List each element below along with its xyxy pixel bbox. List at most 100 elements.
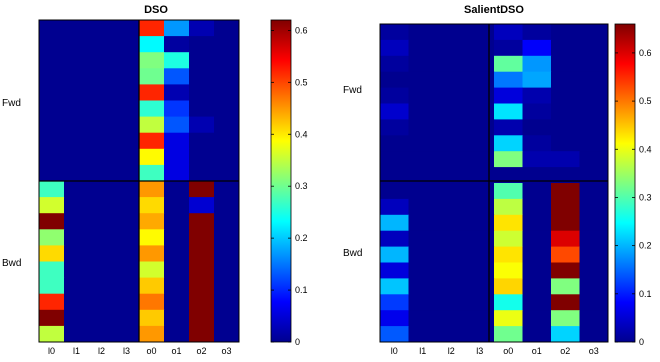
heatmap-cell bbox=[437, 167, 466, 184]
chart-title: DSO bbox=[144, 4, 168, 16]
heatmap-cell bbox=[380, 183, 409, 200]
heatmap-cell bbox=[164, 36, 190, 53]
heatmap-cell bbox=[114, 68, 140, 85]
heatmap-cell bbox=[551, 135, 580, 152]
heatmap-cell bbox=[89, 52, 115, 69]
heatmap-cell bbox=[579, 24, 609, 41]
heatmap-cell bbox=[579, 55, 609, 73]
heatmap-cell bbox=[189, 197, 215, 214]
heatmap-cell bbox=[437, 230, 466, 248]
heatmap-cell bbox=[551, 278, 580, 295]
heatmap-cell bbox=[114, 325, 140, 343]
heatmap-cell bbox=[39, 132, 65, 150]
heatmap-cell bbox=[579, 167, 609, 184]
heatmap-cell bbox=[164, 84, 190, 101]
heatmap-cell bbox=[89, 20, 115, 37]
heatmap-cell bbox=[551, 262, 580, 279]
heatmap-cell bbox=[114, 52, 140, 69]
heatmap-cell bbox=[189, 52, 215, 69]
x-tick-label: o3 bbox=[221, 346, 231, 356]
heatmap-cell bbox=[465, 230, 495, 248]
heatmap-cell bbox=[465, 151, 495, 168]
heatmap-cell bbox=[64, 245, 90, 262]
heatmap-cell bbox=[408, 39, 438, 57]
heatmap-cell bbox=[551, 151, 580, 168]
heatmap-cell bbox=[465, 310, 495, 327]
heatmap-cell bbox=[114, 261, 140, 279]
heatmap-cell bbox=[494, 214, 523, 232]
row-group-label: Bwd bbox=[343, 248, 362, 259]
heatmap-cell bbox=[89, 245, 115, 262]
heatmap-cell bbox=[465, 214, 495, 232]
heatmap-cell bbox=[214, 229, 240, 246]
heatmap-cell bbox=[139, 100, 165, 118]
x-tick-label: l3 bbox=[476, 346, 483, 356]
heatmap-cell bbox=[89, 100, 115, 118]
heatmap-cell bbox=[139, 164, 165, 182]
heatmap-cell bbox=[551, 71, 580, 89]
colorbar-tick-label: 0.5 bbox=[295, 77, 308, 87]
heatmap-cell bbox=[408, 135, 438, 152]
heatmap-cell bbox=[189, 100, 215, 118]
heatmap-cell bbox=[465, 103, 495, 120]
heatmap-cell bbox=[494, 167, 523, 184]
heatmap-cell bbox=[114, 213, 140, 230]
heatmap-cell bbox=[39, 84, 65, 101]
heatmap-cell bbox=[494, 246, 523, 263]
heatmap-cell bbox=[39, 245, 65, 262]
heatmap-cell bbox=[39, 181, 65, 198]
heatmap-cell bbox=[139, 52, 165, 69]
heatmap-cell bbox=[551, 246, 580, 263]
heatmap-cell bbox=[39, 277, 65, 295]
heatmap-cell bbox=[522, 24, 552, 41]
heatmap-cell bbox=[164, 164, 190, 182]
heatmap-cell bbox=[551, 103, 580, 120]
heatmap-cell bbox=[408, 214, 438, 232]
row-group-label: Fwd bbox=[2, 98, 21, 109]
heatmap-cell bbox=[139, 148, 165, 166]
heatmap-cell bbox=[408, 119, 438, 136]
heatmap-cell bbox=[408, 71, 438, 89]
heatmap-cell bbox=[465, 24, 495, 41]
heatmap-cell bbox=[494, 119, 523, 136]
heatmap-cell bbox=[551, 167, 580, 184]
heatmap-cell bbox=[114, 245, 140, 262]
chart-title: SalientDSO bbox=[464, 4, 524, 16]
heatmap-cell bbox=[189, 132, 215, 150]
colorbar-tick-label: 0.5 bbox=[639, 96, 652, 106]
heatmap-cell bbox=[522, 167, 552, 184]
heatmap-cell bbox=[39, 148, 65, 166]
heatmap-cell bbox=[494, 103, 523, 120]
heatmap-cell bbox=[139, 84, 165, 101]
heatmap-cell bbox=[408, 310, 438, 327]
heatmap-cell bbox=[214, 148, 240, 166]
heatmap-cell bbox=[494, 294, 523, 311]
heatmap-cell bbox=[89, 293, 115, 311]
heatmap-cell bbox=[214, 197, 240, 214]
heatmap-cell bbox=[465, 71, 495, 89]
heatmap-cell bbox=[64, 181, 90, 198]
heatmap-cell bbox=[465, 262, 495, 279]
x-tick-label: l0 bbox=[391, 346, 398, 356]
heatmap-cell bbox=[579, 214, 609, 232]
heatmap-cell bbox=[139, 20, 165, 37]
colorbar-tick-label: 0.2 bbox=[295, 233, 308, 243]
heatmap-cell bbox=[139, 277, 165, 295]
heatmap-cell bbox=[579, 326, 609, 343]
heatmap-cell bbox=[551, 55, 580, 73]
heatmap-cell bbox=[214, 100, 240, 118]
heatmap-cell bbox=[189, 229, 215, 246]
heatmap-cell bbox=[380, 214, 409, 232]
colorbar-tick-label: 0.1 bbox=[295, 285, 308, 295]
heatmap-cell bbox=[139, 181, 165, 198]
heatmap-cell bbox=[139, 116, 165, 134]
heatmap-cell bbox=[579, 230, 609, 248]
heatmap-cell bbox=[89, 229, 115, 246]
x-tick-label: l2 bbox=[98, 346, 105, 356]
heatmap-cell bbox=[64, 197, 90, 214]
heatmap-cell bbox=[380, 103, 409, 120]
heatmap-cell bbox=[164, 261, 190, 279]
row-group-label: Fwd bbox=[343, 85, 362, 96]
heatmap-cell bbox=[114, 100, 140, 118]
heatmap-cell bbox=[89, 68, 115, 85]
